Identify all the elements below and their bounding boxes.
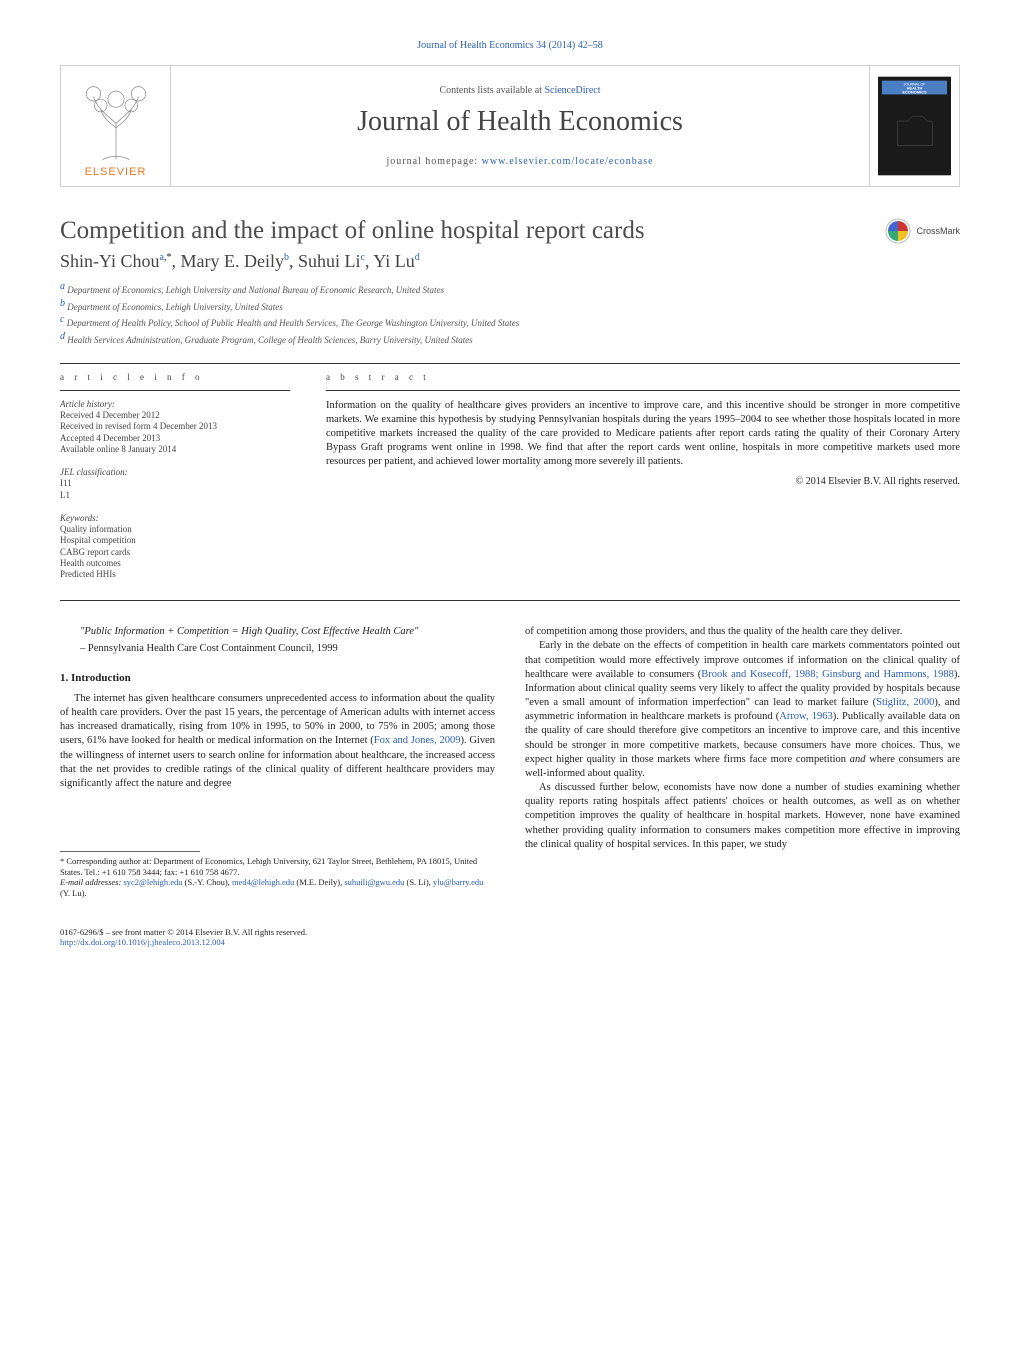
- rule-top: [60, 363, 960, 364]
- history-label: Article history:: [60, 399, 290, 410]
- abstract-copyright: © 2014 Elsevier B.V. All rights reserved…: [326, 476, 960, 487]
- abstract-block: a b s t r a c t Information on the quali…: [326, 372, 960, 593]
- homepage-prefix: journal homepage:: [386, 156, 481, 167]
- keyword: CABG report cards: [60, 547, 290, 558]
- title-row: Competition and the impact of online hos…: [60, 217, 960, 245]
- contents-prefix: Contents lists available at: [439, 85, 544, 96]
- affiliation: a Department of Economics, Lehigh Univer…: [60, 280, 960, 297]
- keyword: Health outcomes: [60, 558, 290, 569]
- footnotes: * Corresponding author at: Department of…: [60, 856, 495, 899]
- history-line: Accepted 4 December 2013: [60, 433, 290, 444]
- email-link[interactable]: med4@lehigh.edu: [232, 877, 294, 887]
- body-paragraph: The internet has given healthcare consum…: [60, 692, 495, 791]
- emails-footnote: E-mail addresses: syc2@lehigh.edu (S.-Y.…: [60, 877, 495, 898]
- email-link[interactable]: suhuili@gwu.edu: [344, 877, 404, 887]
- corresponding-footnote: * Corresponding author at: Department of…: [60, 856, 495, 877]
- publisher-name: ELSEVIER: [85, 166, 147, 178]
- body-paragraph: Early in the debate on the effects of co…: [525, 639, 960, 781]
- doi-link[interactable]: http://dx.doi.org/10.1016/j.jhealeco.201…: [60, 937, 225, 947]
- rule-info-1: [60, 390, 290, 391]
- homepage-link[interactable]: www.elsevier.com/locate/econbase: [482, 156, 654, 167]
- column-left: "Public Information + Competition = High…: [60, 625, 495, 948]
- article-history: Article history: Received 4 December 201…: [60, 399, 290, 455]
- body-paragraph: As discussed further below, economists h…: [525, 781, 960, 852]
- publisher-logo-block: ELSEVIER: [61, 66, 171, 186]
- sciencedirect-link[interactable]: ScienceDirect: [544, 85, 600, 96]
- rule-bottom: [60, 600, 960, 601]
- svg-text:ECONOMICS: ECONOMICS: [902, 89, 927, 94]
- contents-available-line: Contents lists available at ScienceDirec…: [439, 85, 600, 96]
- journal-header-box: ELSEVIER Contents lists available at Sci…: [60, 65, 960, 187]
- section-1-heading: 1. Introduction: [60, 672, 495, 684]
- homepage-line: journal homepage: www.elsevier.com/locat…: [386, 156, 653, 167]
- column-right: of competition among those providers, an…: [525, 625, 960, 948]
- jel-label: JEL classification:: [60, 467, 290, 478]
- jel-block: JEL classification: I11L1: [60, 467, 290, 501]
- journal-name: Journal of Health Economics: [357, 106, 683, 138]
- article-title: Competition and the impact of online hos…: [60, 217, 884, 245]
- doi-block: 0167-6296/$ – see front matter © 2014 El…: [60, 927, 495, 948]
- body-columns: "Public Information + Competition = High…: [60, 625, 960, 948]
- jel-code: L1: [60, 490, 290, 501]
- affiliation: c Department of Health Policy, School of…: [60, 313, 960, 330]
- article-info-label: a r t i c l e i n f o: [60, 372, 290, 382]
- abstract-body: Information on the quality of healthcare…: [326, 399, 960, 470]
- abstract-label: a b s t r a c t: [326, 372, 960, 382]
- body-paragraph: of competition among those providers, an…: [525, 625, 960, 639]
- paper-page: Journal of Health Economics 34 (2014) 42…: [0, 0, 1020, 988]
- keywords-label: Keywords:: [60, 513, 290, 524]
- keyword: Predicted HHIs: [60, 569, 290, 580]
- history-line: Received 4 December 2012: [60, 410, 290, 421]
- email-link[interactable]: ylu@barry.edu: [433, 877, 483, 887]
- affiliation: b Department of Economics, Lehigh Univer…: [60, 297, 960, 314]
- journal-cover-icon: JOURNAL OF HEALTH ECONOMICS: [878, 76, 951, 176]
- affiliation: d Health Services Administration, Gradua…: [60, 330, 960, 347]
- elsevier-tree-icon: [71, 74, 161, 164]
- jel-code: I11: [60, 478, 290, 489]
- history-line: Available online 8 January 2014: [60, 444, 290, 455]
- affiliations-block: a Department of Economics, Lehigh Univer…: [60, 280, 960, 347]
- email-link[interactable]: syc2@lehigh.edu: [123, 877, 182, 887]
- crossmark-icon: [884, 217, 912, 245]
- front-matter-line: 0167-6296/$ – see front matter © 2014 El…: [60, 927, 495, 938]
- authors-line: Shin-Yi Choua,*, Mary E. Deilyb, Suhui L…: [60, 251, 960, 272]
- journal-cover-thumb: JOURNAL OF HEALTH ECONOMICS: [869, 66, 959, 186]
- keyword: Quality information: [60, 524, 290, 535]
- keywords-block: Keywords: Quality informationHospital co…: [60, 513, 290, 581]
- epigraph-quote: "Public Information + Competition = High…: [80, 625, 485, 639]
- journal-reference: Journal of Health Economics 34 (2014) 42…: [60, 40, 960, 51]
- journal-ref-link[interactable]: Journal of Health Economics 34 (2014) 42…: [417, 40, 603, 51]
- article-info: a r t i c l e i n f o Article history: R…: [60, 372, 290, 593]
- history-line: Received in revised form 4 December 2013: [60, 421, 290, 432]
- info-abstract-row: a r t i c l e i n f o Article history: R…: [60, 372, 960, 593]
- epigraph-source: – Pennsylvania Health Care Cost Containm…: [80, 643, 495, 654]
- footnote-rule: [60, 851, 200, 852]
- keyword: Hospital competition: [60, 535, 290, 546]
- header-center: Contents lists available at ScienceDirec…: [171, 66, 869, 186]
- crossmark-label: CrossMark: [916, 226, 960, 236]
- rule-abs-1: [326, 390, 960, 391]
- crossmark-badge[interactable]: CrossMark: [884, 217, 960, 245]
